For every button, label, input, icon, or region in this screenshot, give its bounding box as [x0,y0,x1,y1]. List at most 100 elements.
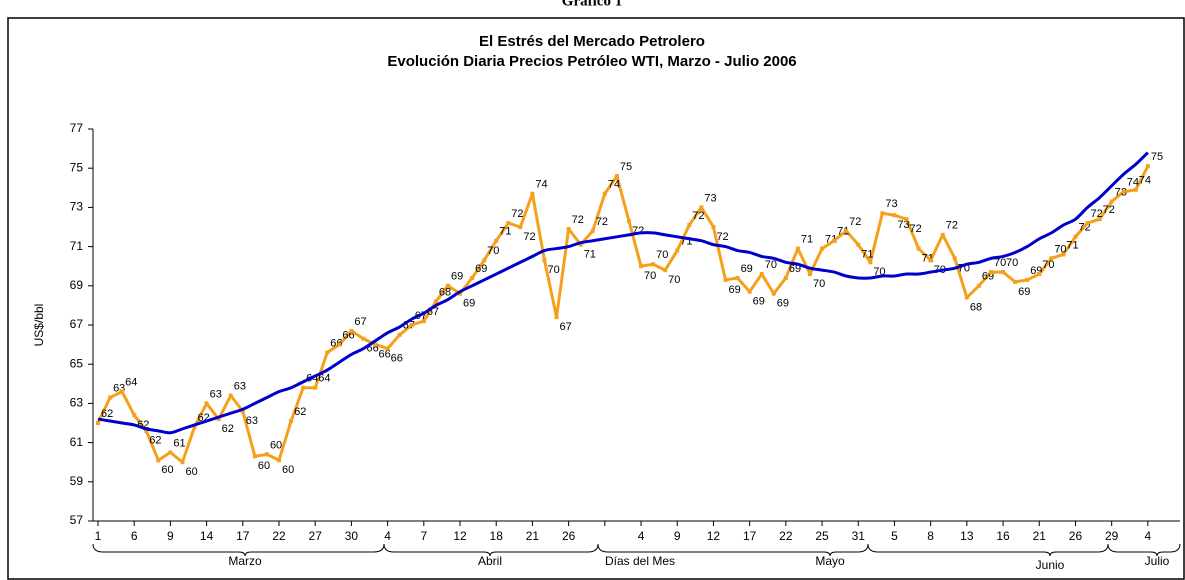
point [216,417,221,422]
point [940,232,945,237]
month-brace [383,543,599,557]
y-tick-label: 75 [70,160,84,174]
data-label: 66 [379,349,391,361]
data-label: 61 [173,437,185,449]
x-tick-label: 4 [638,529,645,543]
y-tick-label: 61 [70,435,84,449]
data-label: 69 [463,298,475,310]
point [204,401,209,406]
point [868,260,873,265]
data-label: 67 [560,321,572,333]
point [325,350,330,355]
y-tick-label: 69 [70,278,84,292]
data-label: 63 [234,380,246,392]
point [795,246,800,251]
x-tick-label: 18 [490,529,504,543]
data-label: 70 [1006,257,1018,269]
x-tick-label: 9 [674,529,681,543]
data-label: 72 [1103,204,1115,216]
data-label: 70 [994,257,1006,269]
point [240,409,245,414]
y-tick-label: 73 [70,200,84,214]
point [421,319,426,324]
point [1013,279,1018,284]
point [494,238,499,243]
data-label: 75 [620,161,632,173]
point [289,419,294,424]
x-tick-label: 1 [95,529,102,543]
data-label: 74 [535,179,547,191]
y-tick-label: 67 [70,317,84,331]
data-label: 62 [149,435,161,447]
point [120,389,125,394]
point [506,221,511,226]
data-label: 69 [1018,286,1030,298]
point [916,246,921,251]
point [711,225,716,229]
point [252,454,257,459]
data-label: 73 [897,219,909,231]
month-label: Junio [1036,558,1065,572]
point [1001,270,1006,275]
x-tick-label: 6 [131,529,138,543]
x-tick-label: 8 [927,529,934,543]
y-tick-label: 71 [70,239,84,253]
point [578,242,583,247]
point [132,413,137,418]
chart-title: El Estrés del Mercado Petrolero [479,33,705,50]
point [108,395,113,400]
point [144,428,149,433]
point [1049,256,1054,261]
data-label: 72 [523,231,535,243]
point [1109,199,1114,204]
data-label: 69 [741,263,753,275]
x-tick-label: 16 [996,529,1010,543]
point [530,191,535,196]
point [482,258,487,263]
point [590,228,595,233]
y-tick-label: 59 [70,474,84,488]
point [952,256,957,261]
data-label: 72 [1091,208,1103,220]
data-label: 74 [608,179,620,191]
data-label: 75 [1151,151,1163,163]
month-label: Marzo [228,554,262,568]
data-label: 64 [125,377,137,389]
point [976,283,981,288]
point [433,299,438,304]
x-tick-label: 7 [420,529,427,543]
data-label: 72 [572,214,584,226]
x-tick-label: 13 [960,529,974,543]
data-label: 69 [475,263,487,275]
data-label: 70 [547,264,559,276]
data-label: 62 [294,406,306,418]
x-tick-label: 4 [1145,529,1152,543]
month-label: Abril [478,554,502,568]
y-axis-label: US$/bbl [32,304,46,347]
point [602,191,607,196]
point [228,393,233,398]
y-tick-label: 63 [70,396,84,410]
caption: Gráfico 1 [562,0,622,9]
data-label: 60 [258,460,270,472]
point [566,226,571,231]
data-label: 73 [885,198,897,210]
month-label: Mayo [815,554,845,568]
x-tick-label: 4 [384,529,391,543]
y-tick-label: 65 [70,356,84,370]
x-tick-label: 12 [453,529,467,543]
data-label: 66 [391,352,403,364]
point [1097,217,1102,222]
price-line [96,165,1150,464]
trend-line [97,151,1149,435]
data-label: 70 [813,278,825,290]
point [518,225,523,229]
x-tick-label: 27 [309,529,323,543]
x-tick-label: 30 [345,529,359,543]
point [651,262,656,267]
point [445,283,450,288]
data-label: 70 [656,249,668,261]
data-label: 70 [668,274,680,286]
point [542,258,547,263]
point [313,385,318,390]
